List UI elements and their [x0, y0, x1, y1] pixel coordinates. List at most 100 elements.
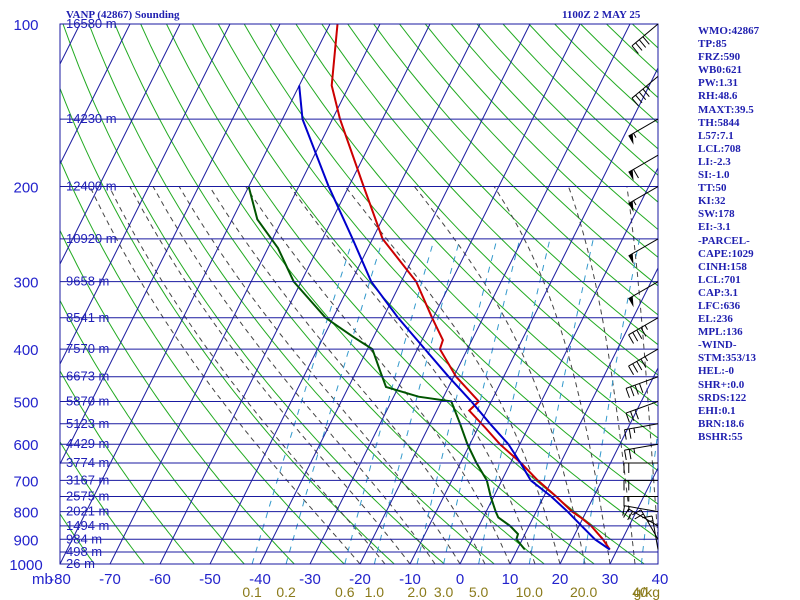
height-label: 3774 m — [66, 455, 109, 470]
wind-barb-feather — [632, 509, 642, 516]
index-item: L57:7.1 — [698, 129, 734, 142]
height-label: 984 m — [66, 531, 102, 546]
dry-adiabat — [140, 24, 595, 564]
wind-barb-feather — [628, 334, 634, 344]
wind-barb-staff — [628, 186, 659, 204]
pressure-tick-label: 500 — [13, 394, 38, 411]
mixing-ratio-line — [251, 238, 354, 564]
pressure-tick-label: 700 — [13, 473, 38, 490]
wind-barb-half-feather — [633, 427, 636, 434]
index-item: CAPE:1029 — [698, 247, 754, 260]
index-item: EI:-3.1 — [698, 221, 731, 234]
mixing-ratio-label: 0.1 — [242, 584, 262, 600]
plot-frame — [59, 23, 659, 565]
wind-barb-feather — [630, 411, 635, 422]
wind-barb-feather — [638, 383, 644, 394]
wind-barb-feather — [634, 513, 644, 520]
mixing-ratio-unit: g/kg — [634, 584, 660, 600]
pressure-tick-label: 200 — [13, 180, 38, 197]
index-item: PW:1.31 — [698, 77, 739, 90]
wind-barb-staff — [625, 400, 659, 414]
wind-barb-staff — [628, 154, 659, 173]
wind-barb-feather — [640, 358, 647, 368]
wind-barb-feather — [642, 36, 650, 45]
wind-barb — [628, 281, 659, 308]
wind-barb-flag — [628, 169, 634, 181]
height-label: 8541 m — [66, 310, 109, 325]
wind-barb-feather — [622, 505, 626, 516]
wind-barb — [628, 348, 659, 376]
pressure-unit-label: mb — [32, 571, 53, 588]
wind-barb-staff — [628, 118, 659, 137]
wind-barb-feather — [627, 511, 634, 521]
wind-barb-feather — [631, 45, 639, 54]
isotherm — [60, 24, 231, 366]
isotherm — [509, 266, 658, 564]
mixing-ratio-label: 10.0 — [516, 584, 543, 600]
wind-barb-feather — [638, 91, 647, 101]
isotherm — [559, 366, 658, 564]
height-label: 10920 m — [66, 231, 117, 246]
wind-barb-feather — [632, 332, 639, 342]
height-label: 2021 m — [66, 504, 109, 519]
temperature-tick-label: -70 — [99, 571, 121, 588]
height-label: 9658 m — [66, 274, 109, 289]
mixing-ratio-line — [443, 238, 521, 564]
isotherm — [60, 24, 281, 466]
temperature-tick-label: -20 — [349, 571, 371, 588]
wind-barb-feather — [625, 412, 630, 423]
height-label: 4429 m — [66, 436, 109, 451]
wind-barb-staff — [631, 75, 659, 99]
wind-barb-half-feather — [633, 200, 637, 206]
wind-barb-feather — [635, 94, 643, 104]
index-item: LCL:708 — [698, 142, 741, 155]
pressure-tick-label: 400 — [13, 342, 38, 359]
height-label: 6673 m — [66, 369, 109, 384]
moist-adiabat — [209, 186, 486, 564]
index-item: SRDS:122 — [698, 391, 747, 404]
wind-barb-feather — [628, 365, 634, 376]
wind-barb-feather — [628, 428, 632, 439]
isotherm — [60, 24, 181, 266]
index-item: TT:50 — [698, 182, 727, 195]
wind-barb — [628, 238, 659, 265]
wind-barb-staff — [624, 423, 659, 431]
height-label: 3167 m — [66, 472, 109, 487]
temperature-tick-label: -80 — [49, 571, 71, 588]
temperature-tick-label: 20 — [552, 571, 569, 588]
wind-barb — [628, 154, 659, 181]
wind-barb-half-feather — [633, 132, 637, 138]
wind-barb — [628, 186, 659, 213]
mixing-ratio-label: 2.0 — [407, 584, 427, 600]
temperature-tick-label: 0 — [456, 571, 464, 588]
pressure-tick-label: 600 — [13, 437, 38, 454]
index-item: FRZ:590 — [698, 51, 741, 64]
index-item: TP:85 — [698, 38, 727, 51]
height-label: 498 m — [66, 544, 102, 559]
temperature-tick-label: -60 — [149, 571, 171, 588]
indices-panel: WMO:42867 TP:85 FRZ:590 WB0:621 PW:1.31 RH:48… — [698, 25, 798, 444]
dry-adiabat — [62, 24, 445, 564]
isotherm — [60, 24, 331, 564]
dry-adiabat — [88, 24, 495, 564]
wind-barb — [623, 479, 658, 491]
index-item: TH:5844 — [698, 116, 740, 129]
mixing-ratio-line — [640, 427, 658, 564]
pressure-tick-label: 800 — [13, 505, 38, 522]
wind-barb — [623, 508, 659, 527]
wind-barb-feather — [630, 386, 635, 397]
pressure-tick-label: 900 — [13, 532, 38, 549]
mixing-ratio-label: 3.0 — [434, 584, 454, 600]
mixing-ratio-line — [583, 238, 640, 564]
height-label: 12400 m — [66, 179, 117, 194]
station-title: VANP (42867) Sounding — [66, 9, 180, 21]
index-item: HEL:-0 — [698, 365, 735, 378]
wind-barb-staff — [624, 443, 659, 451]
index-item: -WIND- — [698, 339, 737, 352]
isotherm — [60, 24, 131, 166]
wind-barb — [624, 423, 659, 440]
temperature-tick-label: -50 — [199, 571, 221, 588]
index-item: EL:236 — [698, 313, 733, 326]
wind-barb-staff — [628, 317, 659, 336]
